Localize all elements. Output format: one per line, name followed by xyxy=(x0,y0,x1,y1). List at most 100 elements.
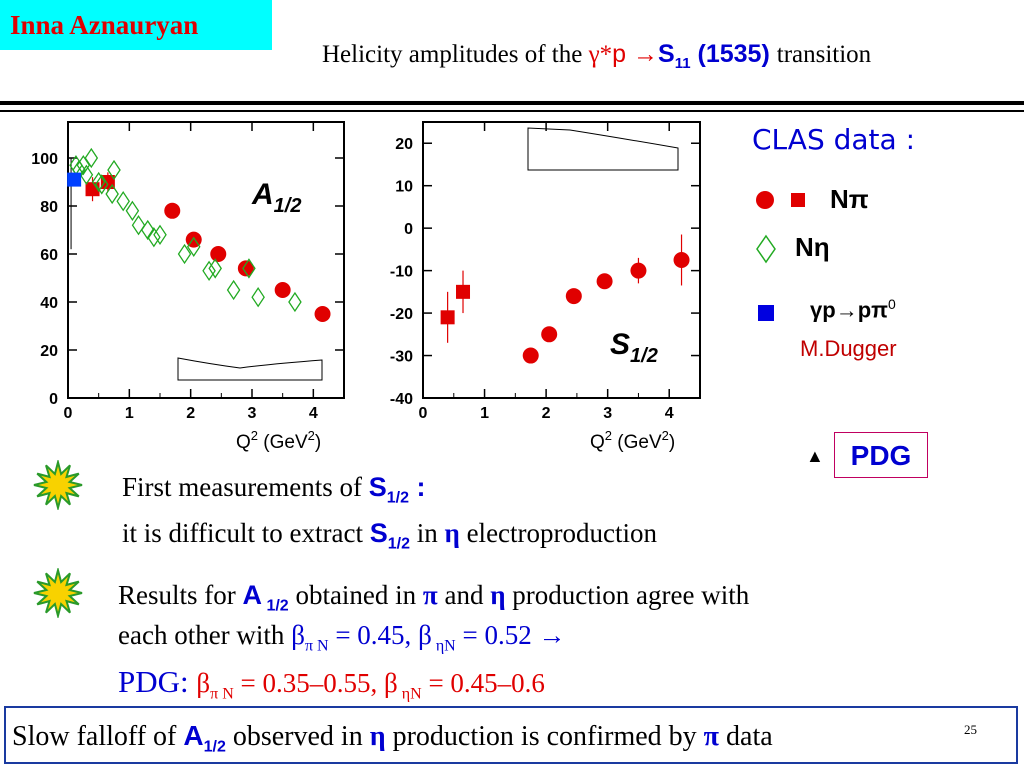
conclusion-a-sub: 1/2 xyxy=(203,738,226,756)
author-banner: Inna Aznauryan xyxy=(0,0,272,50)
data-point-diamond xyxy=(105,183,119,205)
inset-box xyxy=(527,127,679,171)
pdg-line: PDG: βπ N = 0.35–0.55, β ηN = 0.45–0.6 xyxy=(118,664,545,703)
legend-pi0-post: pπ xyxy=(857,297,888,323)
legend-npi: Nπ xyxy=(830,184,869,214)
conclusion-a: A xyxy=(183,720,204,751)
data-point-diamond xyxy=(186,236,201,257)
starburst-icon xyxy=(33,568,83,618)
data-point-diamond xyxy=(147,227,161,248)
conclusion-box xyxy=(4,706,1018,764)
xlabel-q: Q xyxy=(236,432,251,453)
xlabel-close: ) xyxy=(669,432,675,453)
title-gamma: γ* xyxy=(588,41,613,68)
results-pre: Results for xyxy=(118,580,243,610)
conclusion-pre: Slow falloff of xyxy=(12,721,184,752)
y-tick-label: -40 xyxy=(390,391,413,408)
legend-blue-square-marker xyxy=(758,305,774,321)
xlabel-unit: (GeV xyxy=(612,432,662,453)
data-point-diamond xyxy=(288,291,302,313)
data-point-diamond xyxy=(131,215,146,236)
title-p: p xyxy=(612,40,634,68)
data-point-diamond xyxy=(242,258,256,279)
data-point-diamond xyxy=(202,260,216,281)
first-s: S xyxy=(368,472,387,502)
data-point-diamond xyxy=(140,219,155,241)
data-point-diamond xyxy=(125,200,140,221)
first-post: : xyxy=(408,472,426,502)
data-point-diamond xyxy=(84,147,99,169)
data-point-diamond xyxy=(251,287,265,308)
results-mid: obtained in xyxy=(288,580,423,610)
conclusion-eta: η xyxy=(369,721,386,752)
data-point-circle xyxy=(274,282,291,298)
data-point-diamond xyxy=(177,243,192,265)
data-point-diamond xyxy=(94,174,109,195)
plot-frame xyxy=(67,121,345,399)
data-point-circle xyxy=(522,347,539,364)
legend-pi0-arrow: → xyxy=(835,297,858,323)
results-eta: η xyxy=(490,580,506,610)
starburst-icon xyxy=(33,460,83,510)
y-tick-label: 20 xyxy=(395,136,413,153)
header-rule-top xyxy=(0,101,1024,105)
x-tick-label: 4 xyxy=(665,405,674,422)
slide-title: Helicity amplitudes of the γ*p →S11 (153… xyxy=(322,40,871,72)
first-measurements-line: First measurements of S1/2 : xyxy=(122,472,425,507)
x-tick-label: 4 xyxy=(309,405,318,422)
chart-title: A1/2 xyxy=(251,178,301,217)
data-point-square xyxy=(456,284,471,299)
header-rule-bottom xyxy=(0,110,1024,112)
x-tick-label: 1 xyxy=(125,405,134,422)
first-pre: First measurements of xyxy=(122,472,369,502)
y-tick-label: 0 xyxy=(404,221,413,238)
data-point-diamond xyxy=(116,191,130,212)
each-other-line: each other with βπ N = 0.45, β ηN = 0.52… xyxy=(118,620,565,655)
xlabel-unit-sup: 2 xyxy=(662,428,669,443)
data-point-diamond xyxy=(208,258,222,279)
data-point-diamond xyxy=(107,159,121,181)
chart-title-sub: 1/2 xyxy=(630,345,658,367)
x-tick-label: 3 xyxy=(603,405,612,422)
results-line: Results for A 1/2 obtained in π and η pr… xyxy=(118,580,749,615)
x-axis-label: Q2 (GeV2) xyxy=(236,428,321,453)
legend-neta: Nη xyxy=(795,232,830,262)
y-tick-label: 10 xyxy=(395,179,413,196)
y-tick-label: 40 xyxy=(40,295,58,312)
extract-line: it is difficult to extract S1/2 in η ele… xyxy=(122,518,657,553)
conclusion-text: Slow falloff of A1/2 observed in η produ… xyxy=(12,720,773,757)
xlabel-unit: (GeV xyxy=(258,432,308,453)
data-point-circle xyxy=(314,306,331,322)
each-pre: each other with xyxy=(118,620,292,650)
legend-heading: CLAS data : xyxy=(752,123,916,156)
legend-square-marker xyxy=(791,193,805,207)
title-s: S xyxy=(658,40,675,68)
data-point-diamond xyxy=(79,164,94,185)
x-tick-label: 2 xyxy=(542,405,551,422)
data-point-diamond xyxy=(153,224,167,245)
conclusion-end: data xyxy=(719,721,773,752)
extract-sub: 1/2 xyxy=(387,535,410,553)
legend-pi0: γp→pπ0 xyxy=(810,296,896,323)
x-tick-label: 1 xyxy=(480,405,489,422)
xlabel-unit-sup: 2 xyxy=(308,428,315,443)
data-point-circle xyxy=(237,260,254,277)
xlabel-q: Q xyxy=(590,432,605,453)
x-tick-label: 3 xyxy=(248,405,257,422)
data-point-circle xyxy=(630,262,647,279)
title-arrow: → xyxy=(633,41,659,68)
x-tick-label: 0 xyxy=(419,405,428,422)
title-suffix: transition xyxy=(776,41,872,68)
y-tick-label: 20 xyxy=(40,343,58,360)
conclusion-mid: observed in xyxy=(225,721,370,752)
x-tick-label: 2 xyxy=(186,405,195,422)
data-point-circle xyxy=(210,246,227,262)
conclusion-pi: π xyxy=(703,721,720,752)
y-tick-label: 60 xyxy=(40,247,58,264)
xlabel-q-sup: 2 xyxy=(605,428,612,443)
inset-box xyxy=(177,357,323,381)
page-number: 25 xyxy=(964,722,977,737)
